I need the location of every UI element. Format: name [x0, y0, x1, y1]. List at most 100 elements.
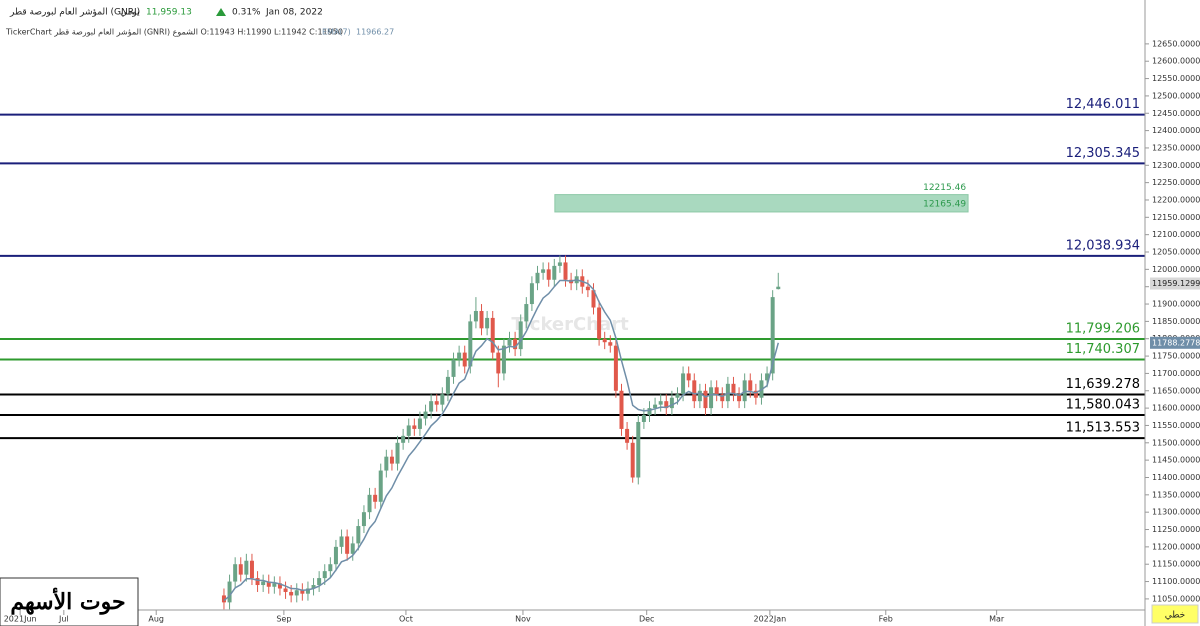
- target-zone: [554, 194, 969, 213]
- candle-body: [434, 401, 439, 405]
- candle-body: [737, 394, 742, 402]
- ema-badge-box: [1150, 336, 1200, 349]
- y-tick-label: 11200.0000: [1152, 542, 1200, 551]
- change: 0.31%: [232, 8, 261, 18]
- level-label: 11,580.043: [1066, 398, 1140, 413]
- candle-body: [709, 387, 714, 409]
- candle-body: [541, 269, 546, 273]
- level-label: 11,799.206: [1066, 322, 1140, 337]
- mode-label[interactable]: خطي: [1165, 611, 1185, 621]
- candle-body: [468, 321, 473, 367]
- candle-body: [625, 428, 630, 443]
- candle-body: [748, 380, 753, 391]
- x-tick-label: Sep: [276, 615, 291, 624]
- candle-body: [322, 571, 327, 579]
- x-tick-label: Feb: [879, 615, 893, 624]
- candle-body: [675, 394, 680, 398]
- candle-body: [389, 456, 394, 464]
- candle-body: [563, 262, 568, 280]
- candle-body: [686, 373, 691, 381]
- candle-body: [557, 262, 562, 266]
- x-tick-label: Dec: [639, 615, 654, 624]
- y-tick-label: 12150.0000: [1152, 213, 1200, 222]
- y-tick-label: 11100.0000: [1152, 577, 1200, 586]
- candle-body: [597, 307, 602, 339]
- y-tick-label: 12600.0000: [1152, 57, 1200, 66]
- candle-body: [585, 286, 590, 291]
- plot-area: 12215.46 12165.49 12,446.011 12,305.345 12,0…: [0, 97, 1145, 610]
- candle-body: [457, 352, 462, 360]
- candle-body: [770, 297, 775, 374]
- index-name: المؤشر العام لبورصة قطر (GNRI): [9, 8, 140, 18]
- candle-body: [765, 373, 770, 381]
- candle-body: [636, 421, 641, 478]
- candle-body: [664, 401, 669, 409]
- candle-body: [653, 404, 658, 409]
- candle-body: [445, 376, 450, 395]
- level-label: 12,305.345: [1066, 146, 1140, 161]
- y-tick-label: 11500.0000: [1152, 438, 1200, 447]
- candle-body: [496, 352, 501, 374]
- candle-body: [339, 536, 344, 547]
- candle-body: [697, 390, 702, 402]
- y-tick-label: 12050.0000: [1152, 248, 1200, 257]
- mode-button[interactable]: [1151, 604, 1199, 624]
- y-tick-label: 11850.0000: [1152, 317, 1200, 326]
- candle-body: [462, 352, 467, 367]
- y-tick-label: 12300.0000: [1152, 161, 1200, 170]
- y-tick-label: 11250.0000: [1152, 525, 1200, 534]
- candle-body: [608, 342, 613, 346]
- y-tick-label: 12000.0000: [1152, 265, 1200, 274]
- y-tick-label: 11150.0000: [1152, 560, 1200, 569]
- candle-body: [681, 373, 686, 395]
- candle-body: [479, 310, 484, 329]
- level-label: 11,740.307: [1066, 342, 1140, 357]
- candle-body: [440, 394, 445, 405]
- candle-body: [361, 512, 366, 527]
- y-tick-label: 11550.0000: [1152, 421, 1200, 430]
- candle-body: [776, 286, 781, 290]
- candle-body: [429, 401, 434, 412]
- candle-body: [384, 456, 389, 471]
- candle-body: [490, 317, 495, 353]
- brand: حوت الأسهم: [10, 587, 125, 615]
- y-tick-label: 11300.0000: [1152, 508, 1200, 517]
- x-tick-label: Jul: [58, 615, 69, 624]
- candle-body: [552, 265, 557, 280]
- candle-body: [249, 560, 254, 579]
- y-tick-label: 11750.0000: [1152, 352, 1200, 361]
- y-tick-label: 11600.0000: [1152, 404, 1200, 413]
- y-tick-label: 11900.0000: [1152, 300, 1200, 309]
- candle-body: [227, 581, 232, 603]
- zone-high-label: 12215.46: [923, 183, 966, 193]
- candle-body: [720, 394, 725, 402]
- candle-body: [272, 583, 277, 587]
- brand-box: [0, 577, 139, 626]
- candle-body: [266, 581, 271, 587]
- y-tick-label: 11400.0000: [1152, 473, 1200, 482]
- ema-current: 11966.27: [356, 28, 394, 37]
- candle-body: [238, 564, 243, 575]
- candle-body: [658, 401, 663, 405]
- last-price-badge-box: [1150, 277, 1200, 290]
- ema-line: [223, 279, 780, 602]
- y-tick-label: 12550.0000: [1152, 74, 1200, 83]
- candle-body: [451, 359, 456, 377]
- x-tick-label: Mar: [989, 615, 1005, 624]
- ema-badge: 11788.2778: [1152, 338, 1200, 347]
- candle-body: [630, 442, 635, 478]
- level-label: 12,446.011: [1066, 97, 1140, 112]
- candle-body: [277, 583, 282, 589]
- candle-body: [602, 338, 607, 343]
- candle-body: [535, 272, 540, 284]
- candle-body: [311, 585, 316, 589]
- candle-body: [619, 390, 624, 429]
- candle-body: [731, 383, 736, 395]
- x-tick-label: Nov: [515, 615, 531, 624]
- candle-body: [714, 387, 719, 395]
- ema-name: EMA(7): [322, 28, 351, 37]
- candle-body: [546, 269, 551, 280]
- level-label: 11,513.553: [1066, 421, 1140, 436]
